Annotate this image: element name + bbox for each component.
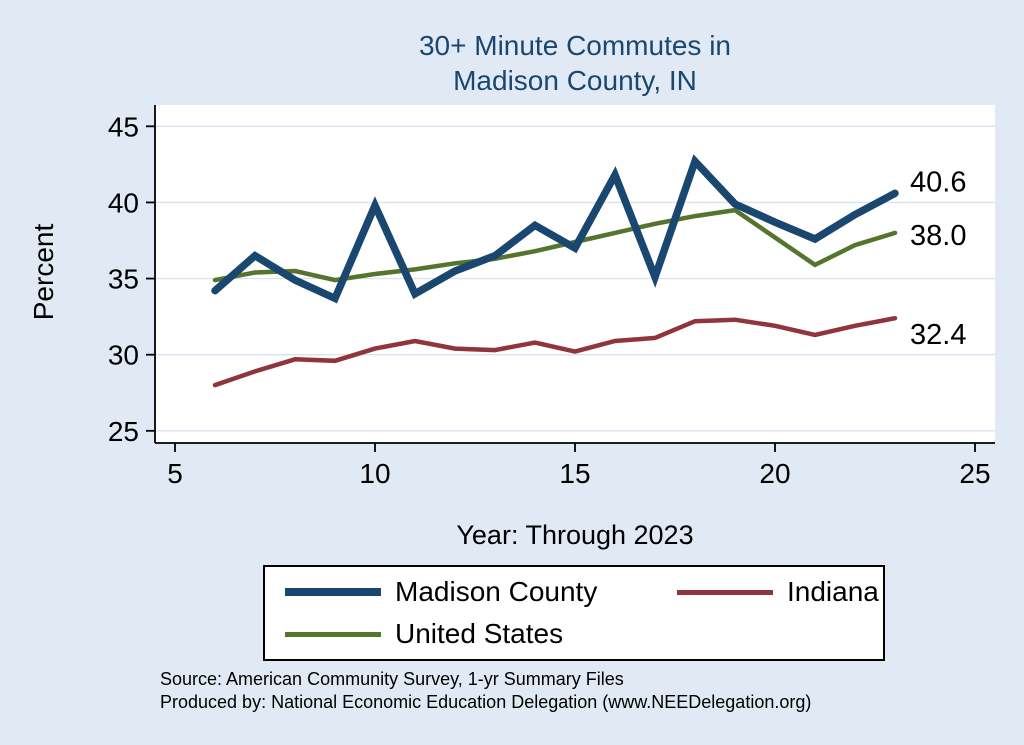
united-states-line-swatch	[285, 631, 381, 637]
chart-title-line2: Madison County, IN	[453, 65, 697, 96]
x-tick-label: 15	[559, 458, 590, 489]
plot-area	[155, 105, 995, 443]
series-line-united-states	[212, 207, 898, 283]
madison-county-line-swatch	[285, 588, 381, 596]
x-tick-label: 5	[167, 458, 183, 489]
x-tick-label: 20	[759, 458, 790, 489]
legend-item-indiana: Indiana	[657, 576, 883, 608]
source-note: Source: American Community Survey, 1-yr …	[160, 668, 1000, 714]
series-line-madison-county	[211, 154, 899, 304]
x-tick-label: 25	[959, 458, 990, 489]
y-tick-label: 35	[108, 264, 139, 295]
legend-item-united-states: United States	[265, 618, 657, 650]
legend: Madison County Indiana United States	[263, 565, 885, 661]
y-tick-label: 25	[108, 416, 139, 447]
y-tick-label: 45	[108, 111, 139, 142]
chart-title-line1: 30+ Minute Commutes in	[418, 30, 732, 61]
series-line-indiana	[212, 315, 898, 388]
legend-item-madison-county: Madison County	[265, 576, 657, 608]
legend-label-indiana: Indiana	[787, 576, 879, 607]
source-line: Source: American Community Survey, 1-yr …	[160, 669, 624, 689]
y-tick-label: 40	[108, 187, 139, 218]
x-tick-label: 10	[359, 458, 390, 489]
y-axis-title: Percent	[28, 223, 59, 321]
x-axis-title: Year: Through 2023	[456, 520, 694, 550]
chart-title: 30+ Minute Commutes in Madison County, I…	[155, 28, 995, 98]
legend-label-madison-county: Madison County	[395, 576, 598, 607]
end-value-label-madison-county: 40.6	[910, 166, 966, 198]
end-value-label-united-states: 38.0	[910, 220, 966, 252]
y-tick-label: 30	[108, 340, 139, 371]
indiana-line-swatch	[677, 589, 773, 595]
legend-label-united-states: United States	[395, 618, 564, 649]
produced-by-line: Produced by: National Economic Education…	[160, 692, 812, 712]
end-value-label-indiana: 32.4	[910, 319, 966, 351]
